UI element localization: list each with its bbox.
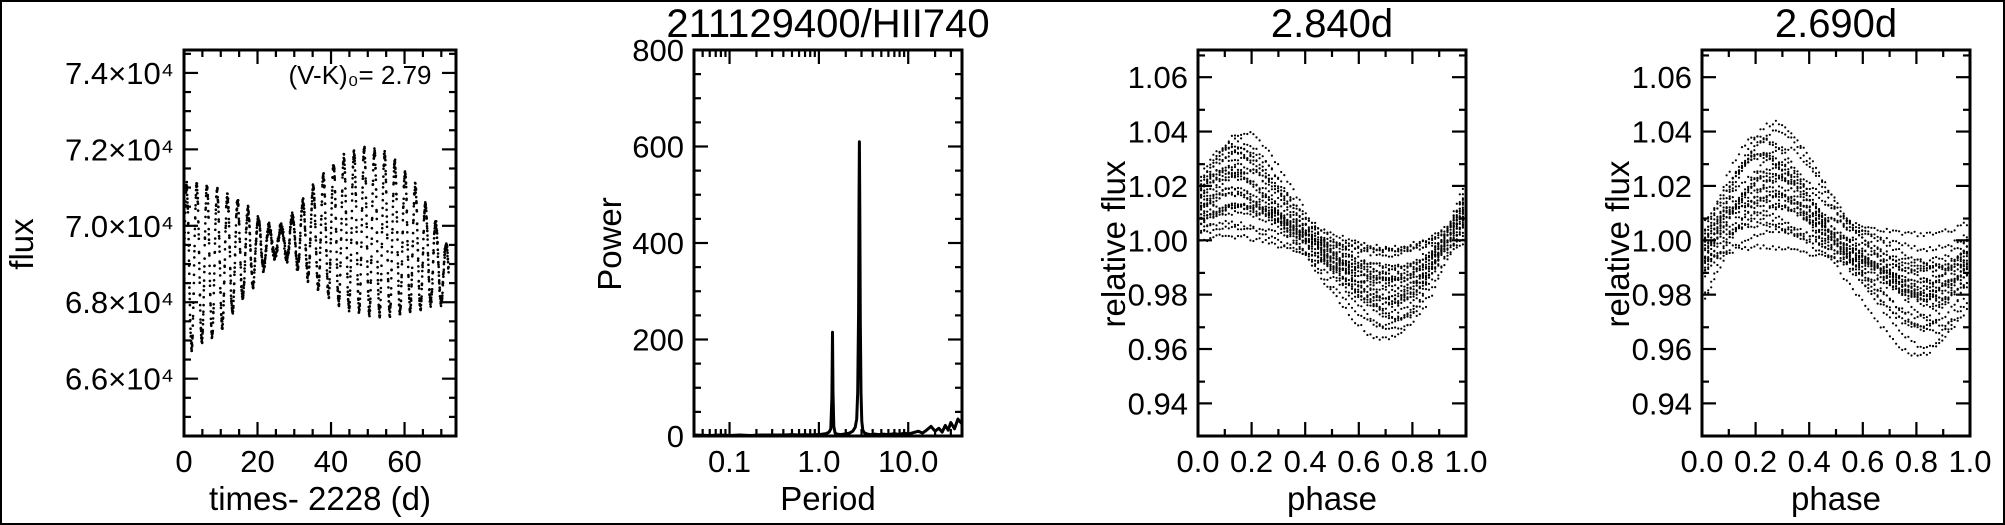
svg-text:0: 0	[175, 444, 192, 479]
phase-2840-plot: 0.0 0.2 0.4 0.6 0.8 1.0 0.94 0.96 0.98 1.00 1.02 1.…	[1128, 48, 1488, 479]
svg-text:0.8: 0.8	[1391, 444, 1434, 479]
svg-text:10.0: 10.0	[878, 444, 938, 479]
svg-text:7.2×10⁴: 7.2×10⁴	[65, 132, 174, 167]
svg-text:0: 0	[667, 419, 684, 454]
svg-text:0.98: 0.98	[1128, 278, 1188, 313]
svg-text:7.0×10⁴: 7.0×10⁴	[65, 209, 174, 244]
svg-text:0.1: 0.1	[708, 444, 751, 479]
svg-text:1.06: 1.06	[1128, 60, 1188, 95]
vk-color-annotation: (V-K)₀= 2.79	[288, 60, 432, 90]
periodogram-title: 211129400/HII740	[666, 2, 990, 46]
svg-text:1.04: 1.04	[1128, 115, 1188, 150]
svg-text:7.4×10⁴: 7.4×10⁴	[65, 56, 174, 91]
period-x-axis-label: Period	[780, 480, 876, 517]
svg-text:600: 600	[632, 130, 684, 165]
phase-2840-title: 2.840d	[1270, 2, 1394, 46]
svg-text:0.0: 0.0	[1176, 444, 1219, 479]
svg-text:1.02: 1.02	[1128, 169, 1188, 204]
svg-text:0.2: 0.2	[1230, 444, 1273, 479]
svg-text:1.0: 1.0	[1444, 444, 1487, 479]
svg-text:0.94: 0.94	[1128, 386, 1188, 421]
svg-text:20: 20	[240, 444, 274, 479]
phase-2690-plot: 0.0 0.2 0.4 0.6 0.8 1.00.940.960.981.001.021.…	[1632, 48, 1992, 479]
phase-x-axis-label-1: phase	[1287, 480, 1377, 517]
svg-text:1.00: 1.00	[1128, 223, 1188, 258]
svg-text:400: 400	[632, 226, 684, 261]
svg-text:800: 800	[632, 33, 684, 68]
svg-text:0.96: 0.96	[1128, 332, 1188, 367]
svg-text:200: 200	[632, 323, 684, 358]
periodogram-plot: 0.1 1.0 10.0 0 200 400 600 800	[632, 33, 964, 479]
svg-text:1.0: 1.0	[797, 444, 840, 479]
svg-text:0.4: 0.4	[1284, 444, 1327, 479]
flux-y-axis-label: flux	[3, 218, 40, 270]
svg-text:40: 40	[314, 444, 348, 479]
svg-text:60: 60	[387, 444, 421, 479]
phase-x-axis-label-2: phase	[1791, 480, 1881, 517]
phase-2690-title: 2.690d	[1774, 2, 1898, 46]
svg-text:0.6: 0.6	[1337, 444, 1380, 479]
power-y-axis-label: Power	[591, 197, 628, 291]
svg-text:6.8×10⁴: 6.8×10⁴	[65, 285, 174, 320]
svg-text:6.6×10⁴: 6.6×10⁴	[65, 362, 174, 397]
flux-time-plot: 0 20 40 60 6.6×10⁴ 6.8×10⁴ 7.0×10⁴ 7.2×10⁴ 7.4×1…	[65, 48, 458, 479]
time-x-axis-label: times- 2228 (d)	[209, 480, 431, 517]
